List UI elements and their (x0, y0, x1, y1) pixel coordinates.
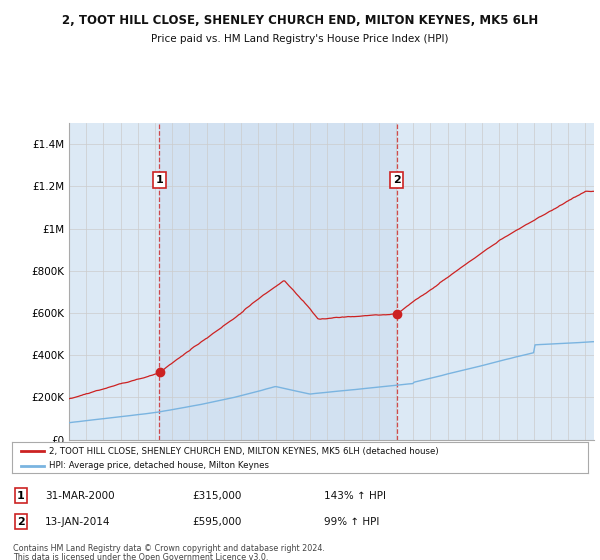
Text: 31-MAR-2000: 31-MAR-2000 (45, 491, 115, 501)
Text: 1: 1 (155, 175, 163, 185)
Text: 143% ↑ HPI: 143% ↑ HPI (324, 491, 386, 501)
Text: Price paid vs. HM Land Registry's House Price Index (HPI): Price paid vs. HM Land Registry's House … (151, 34, 449, 44)
Bar (160, 123, 397, 440)
Text: £595,000: £595,000 (192, 517, 241, 527)
Text: 99% ↑ HPI: 99% ↑ HPI (324, 517, 379, 527)
Text: 2: 2 (393, 175, 401, 185)
Text: This data is licensed under the Open Government Licence v3.0.: This data is licensed under the Open Gov… (13, 553, 269, 560)
Text: 2, TOOT HILL CLOSE, SHENLEY CHURCH END, MILTON KEYNES, MK5 6LH: 2, TOOT HILL CLOSE, SHENLEY CHURCH END, … (62, 14, 538, 27)
Text: £315,000: £315,000 (192, 491, 241, 501)
Text: 2, TOOT HILL CLOSE, SHENLEY CHURCH END, MILTON KEYNES, MK5 6LH (detached house): 2, TOOT HILL CLOSE, SHENLEY CHURCH END, … (49, 446, 439, 455)
Text: 2: 2 (17, 517, 25, 527)
Text: Contains HM Land Registry data © Crown copyright and database right 2024.: Contains HM Land Registry data © Crown c… (13, 544, 325, 553)
Text: 13-JAN-2014: 13-JAN-2014 (45, 517, 110, 527)
Text: HPI: Average price, detached house, Milton Keynes: HPI: Average price, detached house, Milt… (49, 461, 269, 470)
Text: 1: 1 (17, 491, 25, 501)
